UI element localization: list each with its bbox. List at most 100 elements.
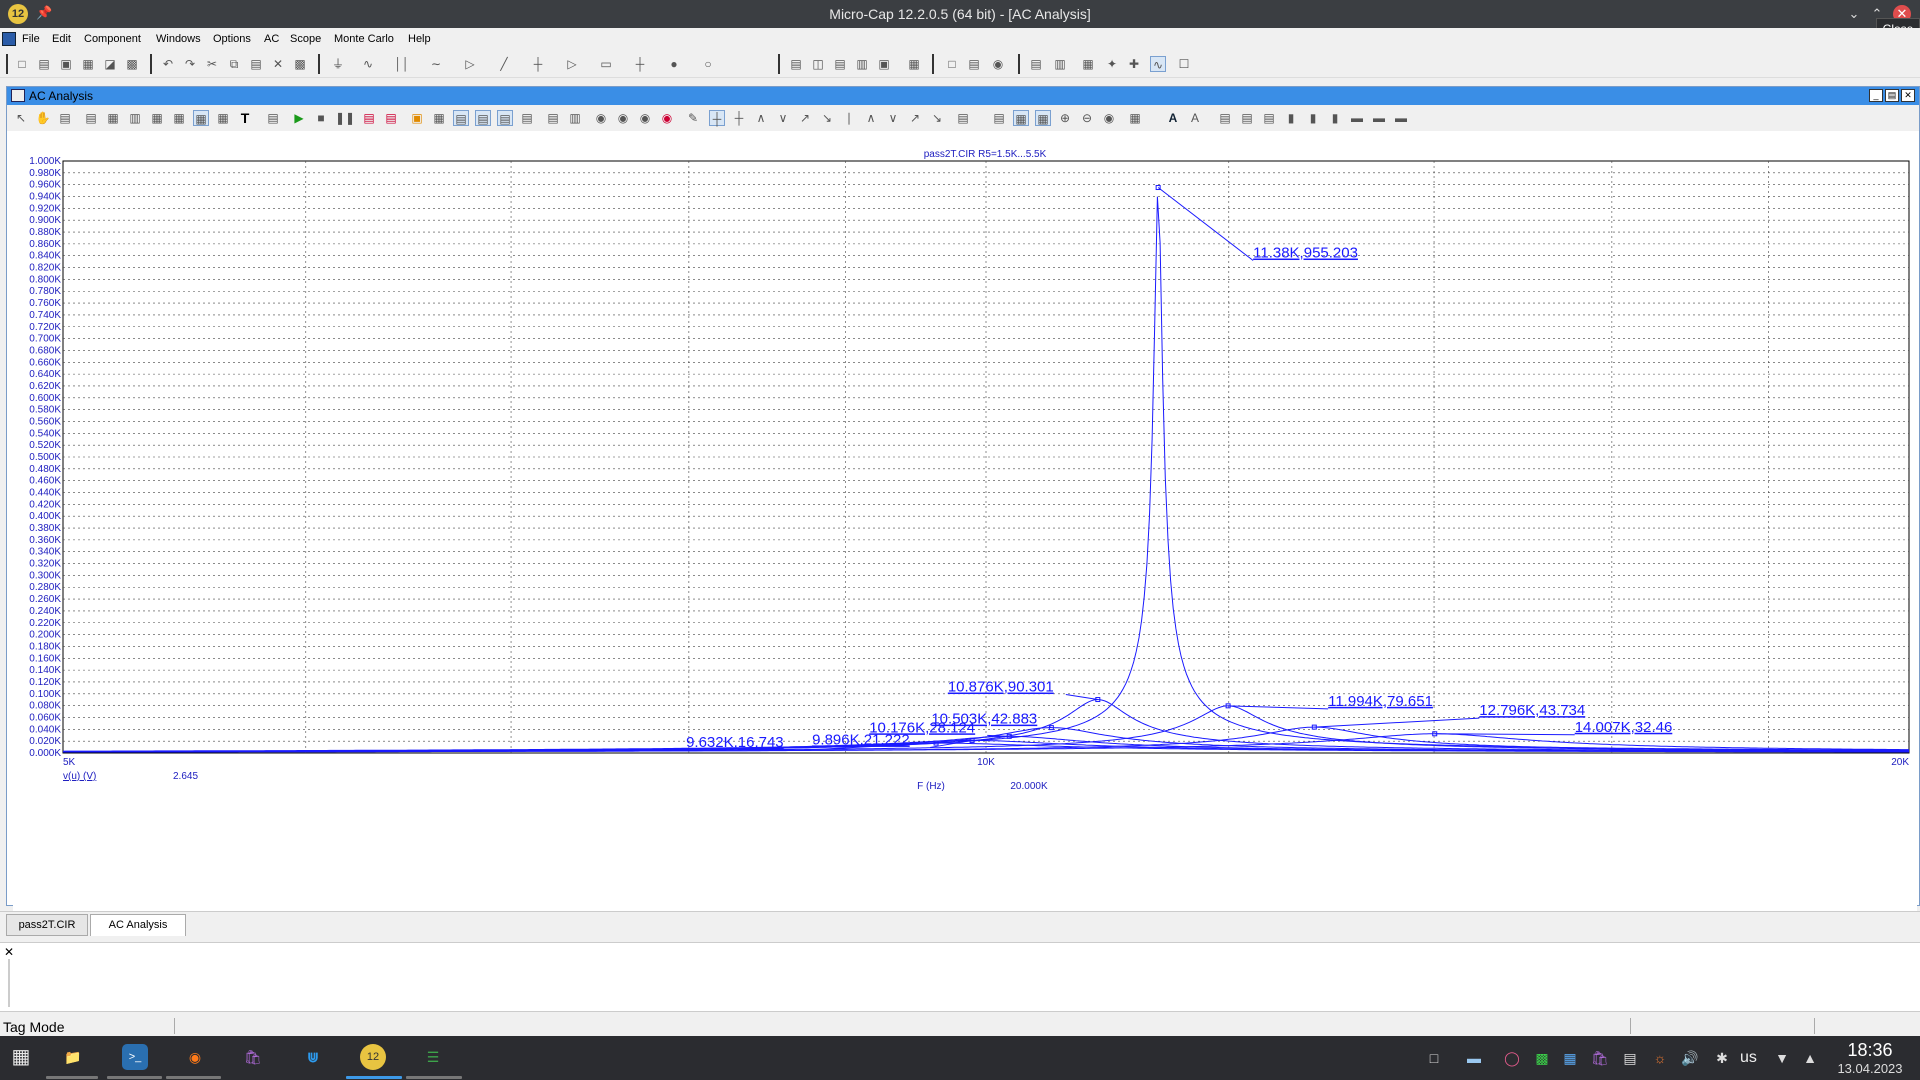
peak-label[interactable]: 9.632K,16.743 [686, 734, 784, 751]
plot-svg[interactable]: 1.000K0.980K0.960K0.940K0.920K0.900K0.88… [13, 141, 1917, 911]
ac-analysis-window-icon[interactable] [11, 89, 25, 102]
peak-label[interactable]: 10.876K,90.301 [948, 679, 1054, 696]
opamp-component-icon[interactable]: ▷ [567, 57, 577, 71]
microcap-task-icon[interactable]: 12 [360, 1044, 386, 1070]
menu-monte-carlo[interactable]: Monte Carlo [334, 33, 394, 45]
font-icon[interactable]: A [1168, 111, 1178, 125]
clipboard-icon[interactable]: ▤ [1623, 1050, 1637, 1066]
battery-component-icon[interactable]: ▭ [600, 57, 612, 71]
desktop-preview-icon[interactable]: ▬ [1467, 1050, 1481, 1066]
keyboard-layout[interactable]: us [1740, 1049, 1757, 1066]
capacitor-component-icon[interactable]: ││ [394, 57, 410, 71]
split-icon[interactable]: ▤ [547, 111, 559, 125]
globe-icon[interactable]: ◉ [992, 57, 1004, 71]
redo-icon[interactable]: ↷ [184, 57, 196, 71]
align-bottom-icon[interactable]: ▬ [1395, 111, 1407, 125]
menu-help[interactable]: Help [408, 33, 431, 45]
peak-icon[interactable]: ∧ [756, 111, 766, 125]
run-icon[interactable]: ▶ [294, 111, 304, 125]
settings-icon[interactable]: ✦ [1106, 57, 1118, 71]
valley-icon[interactable]: ∨ [778, 111, 788, 125]
menu-component[interactable]: Component [84, 33, 141, 45]
tab-pass2t-cir[interactable]: pass2T.CIR [6, 914, 88, 936]
output-close-icon[interactable]: ✕ [4, 945, 15, 959]
clock-date[interactable]: 13.04.2023 [1837, 1061, 1903, 1076]
slope-icon[interactable]: ↘ [931, 111, 943, 125]
peak-label[interactable]: 9.896K,21.222 [812, 731, 910, 748]
menu-scope[interactable]: Scope [290, 33, 322, 45]
zoom-in-icon[interactable]: ⊕ [1059, 111, 1071, 125]
peak-marker[interactable] [1311, 724, 1317, 730]
zoom-icon[interactable]: ◉ [661, 111, 673, 125]
delete-icon[interactable]: ✕ [272, 57, 284, 71]
system-monitor-icon[interactable]: ▩ [1535, 1050, 1549, 1066]
bring-front-icon[interactable]: ▤ [1241, 111, 1253, 125]
inductor-component-icon[interactable]: ∼ [430, 57, 442, 71]
properties-icon[interactable]: ▤ [968, 57, 980, 71]
child-close-button[interactable]: ✕ [1901, 89, 1915, 102]
menu-ac[interactable]: AC [264, 33, 280, 45]
calculator-icon[interactable]: ▦ [908, 57, 920, 71]
peak-label[interactable]: 12.796K,43.734 [1479, 702, 1585, 719]
ac-analysis-plot[interactable]: 1.000K 0.980K 0.960K 0.940K 0.920K 0.900K 0.88… [13, 141, 1917, 911]
image-icon[interactable]: ▤ [85, 111, 97, 125]
voltage-source-icon[interactable]: ┼ [635, 57, 645, 71]
stop-icon[interactable]: ■ [317, 111, 325, 125]
zoom-icon[interactable]: ◉ [595, 111, 607, 125]
tag-mode-icon[interactable]: ▦ [193, 110, 209, 126]
copy-icon[interactable]: ⧉ [229, 57, 239, 71]
text-icon[interactable]: T [240, 110, 250, 126]
vscode-icon[interactable]: ⋓ [307, 1049, 319, 1065]
clock-time[interactable]: 18:36 [1847, 1040, 1893, 1060]
microcap-app-icon[interactable]: 12 [8, 4, 28, 24]
pan-icon[interactable]: ✋ [35, 111, 51, 125]
save-as-icon[interactable]: ▦ [82, 57, 94, 71]
slope-icon[interactable]: ↗ [909, 111, 921, 125]
paste-icon[interactable]: ▤ [250, 57, 262, 71]
graph-options-icon[interactable]: ▥ [129, 111, 141, 125]
new-file-icon[interactable]: □ [18, 57, 26, 71]
child-minimize-button[interactable]: _ [1869, 89, 1883, 102]
layout-icon[interactable]: ▤ [475, 110, 491, 126]
mdi-system-icon[interactable] [2, 32, 16, 46]
align-middle-icon[interactable]: ▬ [1373, 111, 1385, 125]
window-icon[interactable]: ▣ [878, 57, 890, 71]
ground-component-icon[interactable]: ⏚ [331, 57, 344, 71]
current-source-icon[interactable]: ● [670, 57, 678, 71]
bluetooth-icon[interactable]: ✱ [1716, 1050, 1728, 1066]
align-right-icon[interactable]: ▮ [1331, 111, 1339, 125]
vertical-tag-icon[interactable]: ▦ [217, 111, 229, 125]
zoom-box-icon[interactable]: ▦ [107, 111, 119, 125]
menu-edit[interactable]: Edit [52, 33, 71, 45]
transient-run-icon[interactable]: ▤ [1030, 57, 1042, 71]
minimize-button[interactable]: ⌄ [1848, 6, 1860, 21]
peak-label[interactable]: 10.503K,42.883 [931, 711, 1037, 728]
select-mode-icon[interactable]: ↖ [15, 111, 27, 125]
peak-marker[interactable] [1432, 731, 1438, 737]
properties-icon[interactable]: ▤ [267, 111, 279, 125]
print-preview-icon[interactable]: ◪ [104, 57, 116, 71]
fill-icon[interactable]: ▤ [1219, 111, 1231, 125]
peak-labels[interactable]: 11.38K,955.203 10.876K,90.301 11.994K,79.6… [686, 185, 1672, 752]
macro-component-icon[interactable]: ○ [704, 57, 712, 71]
grid-icon[interactable]: ▦ [433, 111, 445, 125]
limits-icon[interactable]: ▤ [385, 111, 397, 125]
high-icon[interactable]: ↗ [799, 111, 811, 125]
align-top-icon[interactable]: ▬ [1351, 111, 1363, 125]
dc-run-icon[interactable]: ▦ [1082, 57, 1094, 71]
stack-icon[interactable]: ▤ [957, 111, 969, 125]
firefox-icon[interactable]: ◉ [188, 1049, 202, 1065]
tray-expand-icon[interactable]: ▲ [1803, 1050, 1817, 1066]
peak-marker[interactable] [969, 737, 975, 743]
save-icon[interactable]: ▣ [60, 57, 72, 71]
component-panel-icon[interactable]: □ [948, 57, 956, 71]
menu-file[interactable]: File [22, 33, 40, 45]
pin-icon[interactable]: 📌 [36, 5, 53, 20]
horizontal-tag-icon[interactable]: ▦ [173, 111, 185, 125]
app-launcher-icon[interactable]: ▦ [11, 1046, 31, 1068]
cursor-icon[interactable]: ┼ [734, 111, 744, 125]
peak-label[interactable]: 10.176K,28.124 [869, 719, 975, 736]
layout-icon[interactable]: ▤ [453, 110, 469, 126]
align-center-icon[interactable]: ▮ [1309, 111, 1317, 125]
zoom-fit-icon[interactable]: ◉ [1103, 111, 1115, 125]
